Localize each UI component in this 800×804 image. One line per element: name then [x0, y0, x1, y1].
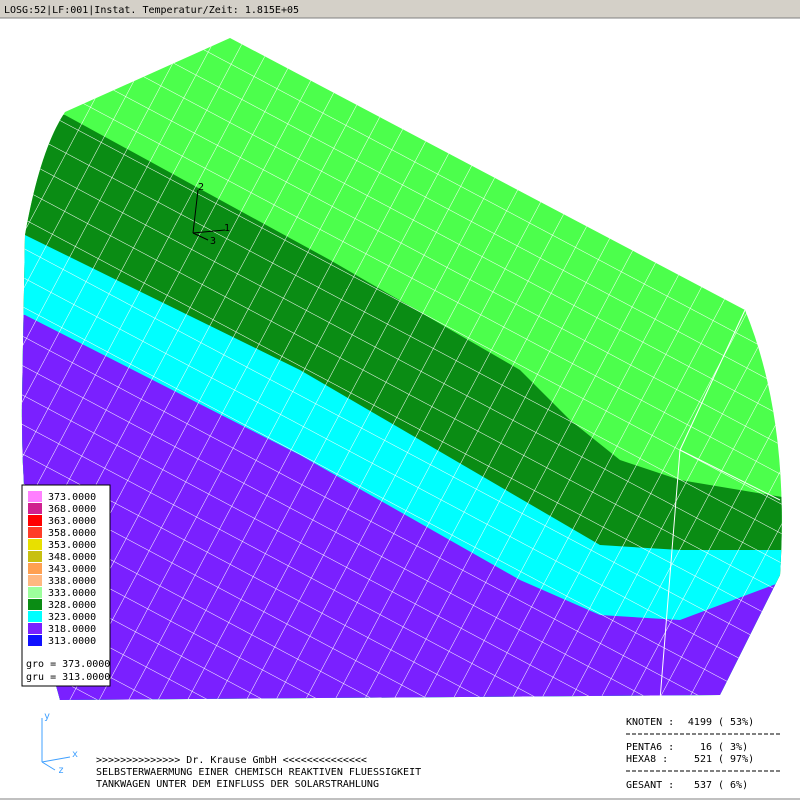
legend-label: 348.0000 — [48, 552, 96, 563]
stats-label: PENTA6 : — [626, 742, 674, 753]
axes-icon — [41, 718, 71, 771]
legend-label: 363.0000 — [48, 516, 96, 527]
legend-label: 368.0000 — [48, 504, 96, 515]
legend-label: 318.0000 — [48, 624, 96, 635]
legend-label: 343.0000 — [48, 564, 96, 575]
legend-swatch — [28, 551, 42, 562]
stats-count: 521 — [694, 754, 712, 765]
legend-label: 323.0000 — [48, 612, 96, 623]
stats: KNOTEN : 4199 ( 53%) PENTA6 : 16 ( 3%) HEXA8 :… — [626, 717, 782, 791]
stats-percent: ( 6%) — [718, 780, 748, 791]
legend-label: 353.0000 — [48, 540, 96, 551]
footer-line: SELBSTERWAERMUNG EINER CHEMISCH REAKTIVE… — [96, 767, 421, 778]
stats-count: 537 — [694, 780, 712, 791]
axis-label: x — [72, 749, 78, 760]
legend-swatch — [28, 611, 42, 622]
legend-label: 373.0000 — [48, 492, 96, 503]
legend-swatch — [28, 527, 42, 538]
stats-percent: ( 97%) — [718, 754, 754, 765]
legend-swatch — [28, 635, 42, 646]
legend-swatch — [28, 491, 42, 502]
footer-line: >>>>>>>>>>>>>> Dr. Krause GmbH <<<<<<<<<… — [96, 755, 367, 766]
legend-swatch — [28, 515, 42, 526]
legend-swatch — [28, 575, 42, 586]
end-cap-mesh — [659, 309, 781, 700]
legend-swatch — [28, 599, 42, 610]
triad-label: 3 — [210, 236, 216, 247]
stats-percent: ( 53%) — [718, 717, 754, 728]
legend-swatch — [28, 503, 42, 514]
stats-percent: ( 3%) — [718, 742, 748, 753]
legend-label: 328.0000 — [48, 600, 96, 611]
legend-max: gro = 373.0000 — [26, 659, 110, 670]
axis-label: z — [58, 765, 64, 776]
header-title: LOSG:52|LF:001|Instat. Temperatur/Zeit: … — [4, 5, 299, 16]
triad — [192, 189, 226, 241]
legend-swatch — [28, 623, 42, 634]
stats-label: HEXA8 : — [626, 754, 668, 765]
legend-label: 358.0000 — [48, 528, 96, 539]
legend-swatch — [28, 539, 42, 550]
stats-label: GESANT : — [626, 780, 674, 791]
footer: >>>>>>>>>>>>>> Dr. Krause GmbH <<<<<<<<<… — [96, 755, 421, 790]
legend-label: 333.0000 — [48, 588, 96, 599]
legend-min: gru = 313.0000 — [26, 672, 110, 683]
stats-count: 4199 — [688, 717, 712, 728]
stats-label: KNOTEN : — [626, 717, 674, 728]
triad-label: 2 — [198, 182, 204, 193]
footer-line: TANKWAGEN UNTER DEM EINFLUSS DER SOLARST… — [96, 779, 379, 790]
triad-label: 1 — [224, 223, 230, 234]
title-bar — [0, 0, 800, 18]
legend-swatch — [28, 563, 42, 574]
legend-swatch — [28, 587, 42, 598]
stats-count: 16 — [700, 742, 712, 753]
axis-label: y — [44, 711, 50, 722]
legend-label: 338.0000 — [48, 576, 96, 587]
legend: 373.0000368.0000363.0000358.0000353.0000… — [28, 491, 96, 647]
legend-label: 313.0000 — [48, 636, 96, 647]
